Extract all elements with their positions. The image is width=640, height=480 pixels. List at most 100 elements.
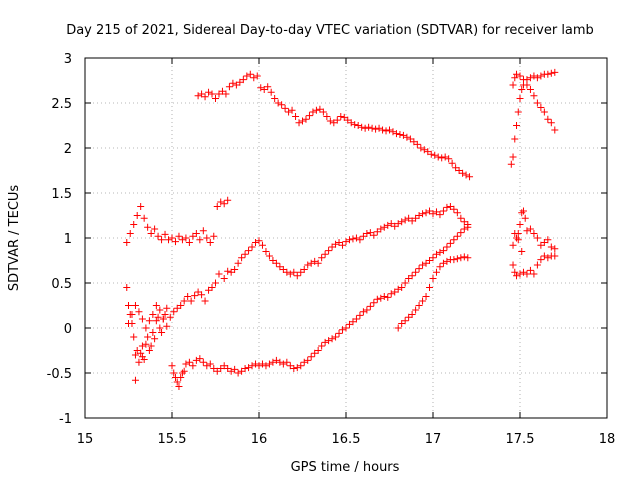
data-point [149, 311, 157, 318]
data-point [151, 335, 159, 343]
data-point [352, 234, 360, 242]
data-point [158, 236, 166, 244]
series-track-d [168, 223, 472, 390]
data-point [168, 234, 176, 242]
data-point [257, 84, 265, 92]
data-point [152, 302, 160, 309]
data-point [189, 362, 197, 370]
data-point [269, 358, 277, 366]
data-point [466, 173, 474, 181]
data-point [311, 257, 319, 265]
data-point [401, 317, 409, 325]
x-tick-label: 17 [425, 432, 442, 447]
data-point [540, 108, 548, 116]
data-point [438, 154, 446, 162]
data-point [366, 302, 374, 310]
data-point [422, 293, 430, 300]
data-point [300, 266, 308, 273]
data-point [138, 353, 146, 361]
data-point [518, 86, 526, 93]
data-point [196, 355, 204, 363]
y-tick-label: 3 [64, 52, 72, 67]
data-point [426, 284, 434, 291]
data-point [516, 95, 524, 102]
chart-title: Day 215 of 2021, Sidereal Day-to-day VTE… [66, 23, 594, 38]
data-point [144, 333, 152, 341]
y-tick-labels: -1 -0.5 0 0.5 1 1.5 2 2.5 3 [47, 52, 72, 427]
data-point [509, 241, 517, 249]
data-point [325, 247, 333, 255]
data-point [537, 72, 545, 80]
data-point [283, 358, 291, 366]
data-point [138, 342, 146, 350]
x-tick-label: 17.5 [506, 432, 535, 447]
data-point [225, 83, 233, 91]
data-point [319, 108, 327, 116]
data-point [547, 119, 555, 127]
data-point [142, 340, 150, 348]
data-point [544, 115, 552, 123]
data-point [290, 268, 298, 276]
data-point [533, 234, 541, 242]
data-point [399, 131, 407, 139]
x-tick-labels: 15 15.5 16 16.5 17 17.5 18 [77, 432, 616, 447]
data-point [238, 254, 246, 262]
data-point [339, 241, 347, 249]
data-point [412, 306, 420, 314]
data-point [147, 342, 155, 350]
data-point [131, 376, 139, 384]
data-point [453, 255, 461, 263]
data-point [551, 245, 559, 253]
data-point [184, 293, 192, 300]
data-point [126, 311, 134, 318]
data-point [288, 106, 296, 114]
data-point [191, 292, 199, 300]
data-point [379, 126, 387, 134]
data-point [509, 153, 517, 161]
data-point [210, 232, 218, 240]
data-point [511, 135, 519, 143]
data-point [255, 362, 263, 370]
data-point [412, 268, 420, 276]
data-point [347, 119, 355, 127]
data-point [415, 302, 423, 309]
data-point [523, 270, 531, 278]
data-point [307, 353, 315, 361]
data-point [537, 256, 545, 264]
data-point [180, 297, 188, 305]
data-point [192, 356, 200, 364]
data-point [272, 356, 280, 364]
data-point [516, 221, 524, 228]
data-point [229, 79, 237, 87]
data-point [272, 259, 280, 267]
data-point [252, 360, 260, 368]
data-point [372, 125, 380, 133]
data-point [436, 263, 444, 271]
data-point [342, 238, 350, 246]
data-point [278, 101, 286, 109]
data-point [222, 90, 230, 98]
data-point [125, 302, 132, 309]
data-point [544, 70, 552, 78]
data-point [361, 124, 369, 132]
y-tick-label: 0 [64, 322, 72, 337]
data-point [386, 126, 393, 134]
data-point [131, 351, 139, 359]
data-point [299, 117, 306, 125]
data-point [198, 291, 206, 299]
data-point [281, 104, 289, 112]
axes [84, 57, 608, 419]
data-point [519, 76, 527, 84]
data-point [283, 268, 291, 276]
data-point [544, 254, 552, 262]
data-point [185, 239, 193, 246]
data-point [394, 220, 402, 228]
data-point [302, 115, 310, 123]
data-point [175, 383, 183, 390]
data-point [427, 150, 435, 158]
data-point [332, 240, 340, 248]
data-point [203, 362, 211, 370]
data-point [439, 207, 447, 215]
x-tick-label: 18 [599, 432, 616, 447]
data-point [358, 123, 366, 131]
